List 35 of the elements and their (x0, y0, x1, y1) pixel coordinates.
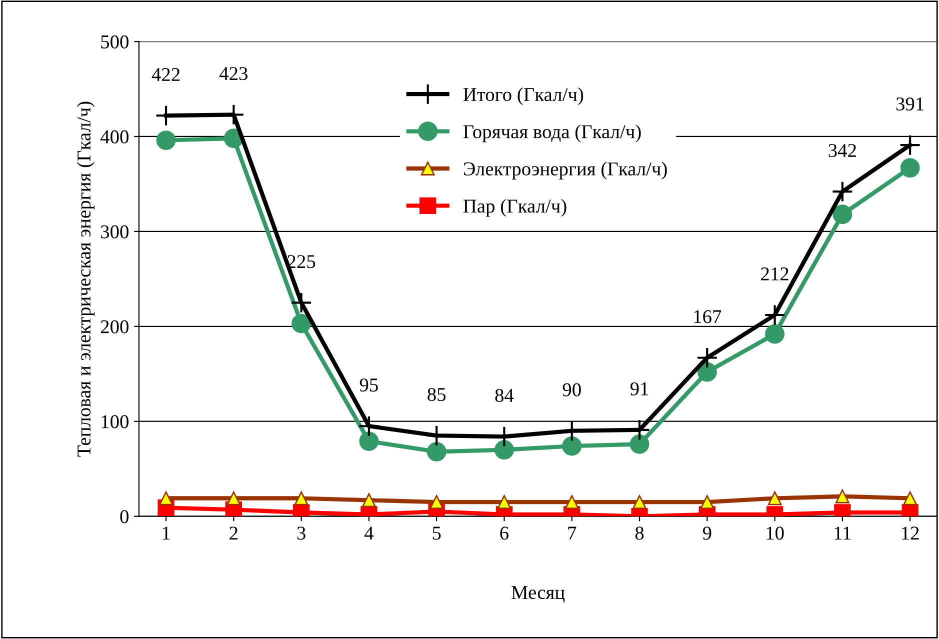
x-tick-label: 12 (902, 526, 919, 540)
y-tick-label: 300 (101, 225, 129, 238)
y-tick-label: 0 (120, 510, 129, 524)
data-label: 84 (495, 388, 514, 402)
data-label: 85 (428, 388, 446, 402)
data-label: 90 (562, 383, 581, 396)
legend-label: Горячая вода (Гкал/ч) (463, 124, 641, 142)
data-label: 167 (694, 310, 722, 324)
y-axis-title: Тепловая и электрическая энергия (Гкал/ч) (76, 102, 95, 457)
data-label: 391 (896, 97, 924, 111)
x-tick-label: 1 (162, 526, 170, 540)
x-tick-label: 3 (297, 526, 306, 540)
y-tick-label: 500 (101, 35, 129, 48)
x-tick-label: 2 (230, 526, 238, 540)
x-tick-label: 8 (635, 526, 644, 540)
legend-label: Итого (Гкал/ч) (463, 87, 584, 106)
x-tick-label: 9 (702, 526, 712, 540)
x-tick-label: 4 (364, 526, 374, 540)
data-label: 91 (630, 382, 648, 396)
x-tick-label: 5 (432, 526, 441, 540)
y-tick-label: 200 (100, 320, 129, 334)
data-label: 422 (152, 68, 180, 81)
data-label: 423 (219, 67, 248, 80)
y-tick-label: 100 (102, 415, 129, 428)
legend-label: Электроэнергия (Гкал/ч) (464, 162, 667, 180)
x-tick-label: 11 (834, 526, 851, 540)
legend-label: Пар (Гкал/ч) (463, 199, 566, 217)
x-tick-label: 7 (568, 526, 576, 540)
data-label: 95 (360, 378, 378, 392)
x-tick-label: 6 (500, 526, 509, 540)
data-label: 342 (828, 144, 856, 158)
x-axis-title: Месяц (512, 586, 565, 603)
y-tick-label: 400 (100, 130, 129, 144)
x-tick-label: 10 (766, 526, 784, 540)
data-label: 212 (761, 267, 788, 280)
